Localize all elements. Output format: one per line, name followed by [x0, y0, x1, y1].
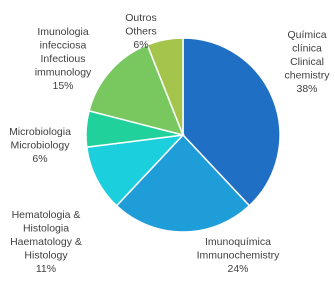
value-label: 11%	[36, 263, 56, 275]
slice-label: clínica	[292, 42, 322, 54]
slice-label: Histology	[24, 249, 68, 261]
slice-label: Histologia	[23, 222, 69, 234]
slice-label: infecciosa	[40, 39, 87, 51]
slice-label: Química	[287, 29, 326, 41]
value-label: 15%	[52, 80, 73, 92]
pie-slice	[115, 133, 251, 233]
slice-label: Microbiologia	[9, 126, 71, 138]
slice-label: Hematologia &	[12, 209, 81, 221]
value-label: 24%	[227, 263, 248, 275]
pie-slice	[88, 43, 185, 137]
slice-label: Outros	[125, 12, 157, 24]
pie-slice	[85, 133, 185, 207]
pie-slice	[146, 37, 184, 136]
slice-label: Clinical	[290, 56, 324, 68]
value-label: 6%	[32, 153, 47, 165]
value-label: 38%	[296, 83, 317, 95]
slice-label: immunology	[35, 66, 92, 78]
slice-label: Infectious	[41, 53, 86, 65]
value-label: 6%	[133, 39, 148, 51]
slice-label: Imunoquímica	[205, 236, 271, 248]
pie-slice	[182, 37, 281, 207]
slice-label: Microbiology	[11, 139, 71, 151]
slice-label: Haematology &	[10, 236, 82, 248]
slice-label: chemistry	[285, 69, 331, 81]
slice-label: Immunochemistry	[197, 249, 281, 261]
slice-label: Others	[125, 25, 157, 37]
slice-label: Imunologia	[37, 26, 89, 38]
